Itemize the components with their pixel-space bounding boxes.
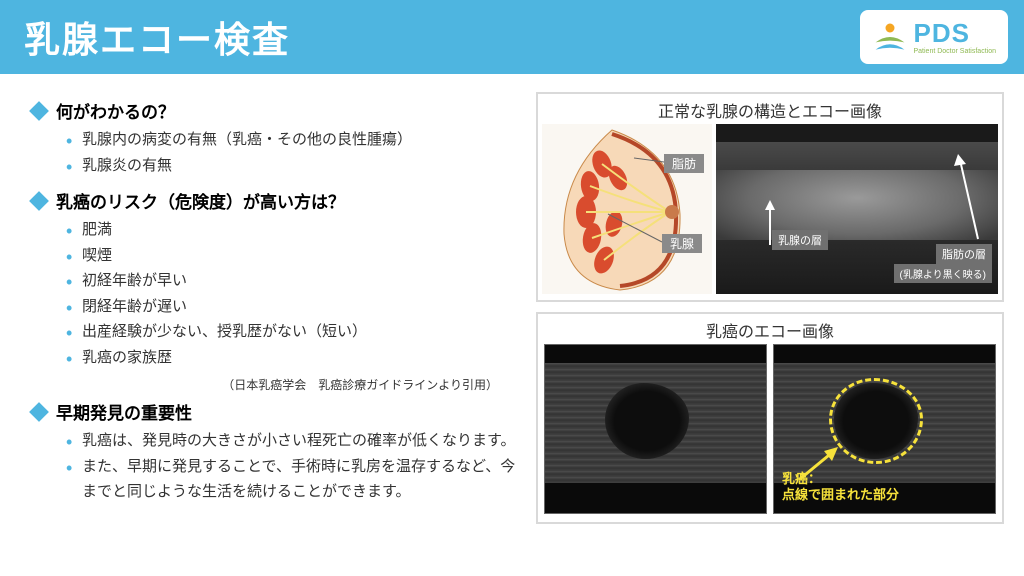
list-item: 肥満 bbox=[66, 217, 518, 243]
diamond-bullet-icon bbox=[29, 191, 49, 211]
anatomy-label-fat: 脂肪 bbox=[664, 154, 704, 173]
us-label-gland: 乳腺の層 bbox=[772, 230, 828, 250]
panel-cancer: 乳癌のエコー画像 乳癌： 点線で囲まれた部分 bbox=[536, 312, 1004, 524]
list-item: 閉経年齢が遅い bbox=[66, 294, 518, 320]
citation-text: （日本乳癌学会 乳癌診療ガイドラインより引用） bbox=[30, 376, 498, 393]
pds-logo-icon bbox=[872, 19, 908, 55]
list-item: 乳癌は、発見時の大きさが小さい程死亡の確率が低くなります。 bbox=[66, 428, 518, 454]
left-column: 何がわかるの？ 乳腺内の病変の有無（乳癌・その他の良性腫瘍） 乳腺炎の有無 乳癌… bbox=[30, 92, 518, 534]
page-title: 乳腺エコー検査 bbox=[24, 11, 290, 63]
ultrasound-normal: 乳腺の層 脂肪の層 (乳腺より黒く映る) bbox=[716, 124, 998, 294]
panel-title-2: 乳癌のエコー画像 bbox=[538, 314, 1002, 344]
diamond-bullet-icon bbox=[29, 101, 49, 121]
content-area: 何がわかるの？ 乳腺内の病変の有無（乳癌・その他の良性腫瘍） 乳腺炎の有無 乳癌… bbox=[0, 74, 1024, 546]
logo-badge: PDS Patient Doctor Satisfaction bbox=[860, 10, 1009, 64]
bullet-list-1: 乳腺内の病変の有無（乳癌・その他の良性腫瘍） 乳腺炎の有無 bbox=[66, 127, 518, 178]
cancer-caption: 乳癌： 点線で囲まれた部分 bbox=[782, 471, 899, 504]
bullet-list-3: 乳癌は、発見時の大きさが小さい程死亡の確率が低くなります。 また、早期に発見する… bbox=[66, 428, 518, 505]
anatomy-diagram: 脂肪 乳腺 bbox=[542, 124, 712, 294]
anatomy-label-gland: 乳腺 bbox=[662, 234, 702, 253]
bullet-list-2: 肥満 喫煙 初経年齢が早い 閉経年齢が遅い 出産経験が少ない、授乳歴がない（短い… bbox=[66, 217, 518, 370]
heading-text-2: 乳癌のリスク（危険度）が高い方は？ bbox=[56, 188, 345, 213]
logo-text-sub: Patient Doctor Satisfaction bbox=[914, 48, 997, 55]
list-item: 乳癌の家族歴 bbox=[66, 345, 518, 371]
list-item: 乳腺内の病変の有無（乳癌・その他の良性腫瘍） bbox=[66, 127, 518, 153]
section-heading-2: 乳癌のリスク（危険度）が高い方は？ bbox=[30, 188, 518, 213]
list-item: 初経年齢が早い bbox=[66, 268, 518, 294]
us-label-fat: 脂肪の層 bbox=[936, 244, 992, 264]
cancer-caption-l2: 点線で囲まれた部分 bbox=[782, 487, 899, 502]
heading-text-1: 何がわかるの？ bbox=[56, 98, 175, 123]
cancer-caption-l1: 乳癌： bbox=[782, 471, 821, 486]
ultrasound-cancer-right: 乳癌： 点線で囲まれた部分 bbox=[773, 344, 996, 514]
ultrasound-cancer-left bbox=[544, 344, 767, 514]
list-item: 乳腺炎の有無 bbox=[66, 153, 518, 179]
right-column: 正常な乳腺の構造とエコー画像 bbox=[536, 92, 1004, 534]
section-heading-1: 何がわかるの？ bbox=[30, 98, 518, 123]
logo-text-main: PDS bbox=[914, 20, 997, 46]
section-heading-3: 早期発見の重要性 bbox=[30, 399, 518, 424]
arrow-icon bbox=[952, 154, 986, 244]
list-item: また、早期に発見することで、手術時に乳房を温存するなど、今までと同じような生活を… bbox=[66, 454, 518, 505]
header-bar: 乳腺エコー検査 PDS Patient Doctor Satisfaction bbox=[0, 0, 1024, 74]
diamond-bullet-icon bbox=[29, 402, 49, 422]
us-label-fatnote: (乳腺より黒く映る) bbox=[894, 264, 992, 283]
panel-normal: 正常な乳腺の構造とエコー画像 bbox=[536, 92, 1004, 302]
list-item: 出産経験が少ない、授乳歴がない（短い） bbox=[66, 319, 518, 345]
list-item: 喫煙 bbox=[66, 243, 518, 269]
heading-text-3: 早期発見の重要性 bbox=[56, 399, 192, 424]
panel-title-1: 正常な乳腺の構造とエコー画像 bbox=[538, 94, 1002, 124]
